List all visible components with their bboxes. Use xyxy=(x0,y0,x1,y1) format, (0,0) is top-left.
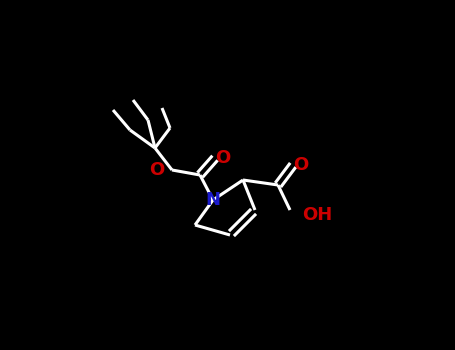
Text: O: O xyxy=(215,149,231,167)
Text: OH: OH xyxy=(302,206,332,224)
Text: O: O xyxy=(293,156,308,174)
Text: O: O xyxy=(149,161,164,179)
Text: N: N xyxy=(206,191,221,209)
